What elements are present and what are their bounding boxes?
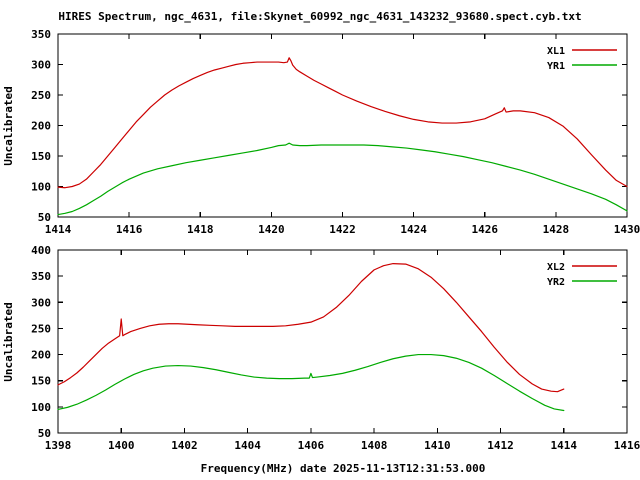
- x-tick-label: 1406: [298, 439, 325, 452]
- y-tick-label: 400: [31, 244, 51, 257]
- x-tick-label: 1402: [171, 439, 198, 452]
- x-tick-label: 1420: [258, 223, 285, 236]
- x-tick-label: 1416: [116, 223, 143, 236]
- y-tick-label: 250: [31, 322, 51, 335]
- x-tick-label: 1416: [614, 439, 640, 452]
- plot-frame: [57, 33, 628, 218]
- y-tick-label: 50: [38, 427, 51, 440]
- x-tick-label: 1410: [424, 439, 451, 452]
- x-tick-label: 1408: [361, 439, 388, 452]
- x-tick-label: 1404: [234, 439, 261, 452]
- x-tick-label: 1422: [329, 223, 356, 236]
- legend-label-yr2: YR2: [547, 277, 565, 288]
- y-tick-label: 300: [31, 296, 51, 309]
- top-plot-panel: 1414 1416 1418 1420 1422 1424 1426 1428 1430 50 10…: [31, 28, 640, 236]
- x-tick-label: 1428: [543, 223, 570, 236]
- series-line-yr2: [57, 353, 565, 412]
- y-tick-label: 200: [31, 349, 51, 362]
- y-tick-label: 200: [31, 120, 51, 133]
- y-tick-label: 150: [31, 375, 51, 388]
- series-line-yr1: [57, 142, 628, 216]
- x-tick-label: 1430: [614, 223, 640, 236]
- x-tick-label: 1400: [108, 439, 135, 452]
- x-tick-label: 1418: [187, 223, 214, 236]
- legend-label-xl2: XL2: [547, 262, 565, 273]
- bottom-plot-panel: 1398 1400 1402 1404 1406 1408 1410 1412 1414 1416…: [31, 244, 640, 452]
- y-tick-label: 150: [31, 150, 51, 163]
- y-tick-label: 300: [31, 59, 51, 72]
- y-tick-label: 100: [31, 401, 51, 414]
- y-tick-label: 100: [31, 181, 51, 194]
- y-tick-label: 50: [38, 211, 51, 224]
- series-line-xl2: [57, 262, 565, 393]
- x-tick-label: 1426: [472, 223, 499, 236]
- y-tick-label: 350: [31, 28, 51, 41]
- series-line-xl1: [57, 57, 628, 189]
- x-axis-label: Frequency(MHz) date 2025-11-13T12:31:53.…: [201, 462, 486, 475]
- legend-label-xl1: XL1: [547, 46, 565, 57]
- x-tick-label: 1412: [487, 439, 514, 452]
- y-tick-label: 350: [31, 270, 51, 283]
- figure-title: HIRES Spectrum, ngc_4631, file:Skynet_60…: [58, 10, 581, 23]
- y-tick-label: 250: [31, 89, 51, 102]
- x-tick-label: 1424: [400, 223, 427, 236]
- x-tick-label: 1414: [551, 439, 578, 452]
- plot-frame: [57, 249, 628, 434]
- y-axis-label-top: Uncalibrated: [2, 86, 15, 165]
- x-tick-label: 1414: [45, 223, 72, 236]
- x-tick-label: 1398: [45, 439, 72, 452]
- y-axis-label-bottom: Uncalibrated: [2, 302, 15, 381]
- legend-label-yr1: YR1: [547, 61, 565, 72]
